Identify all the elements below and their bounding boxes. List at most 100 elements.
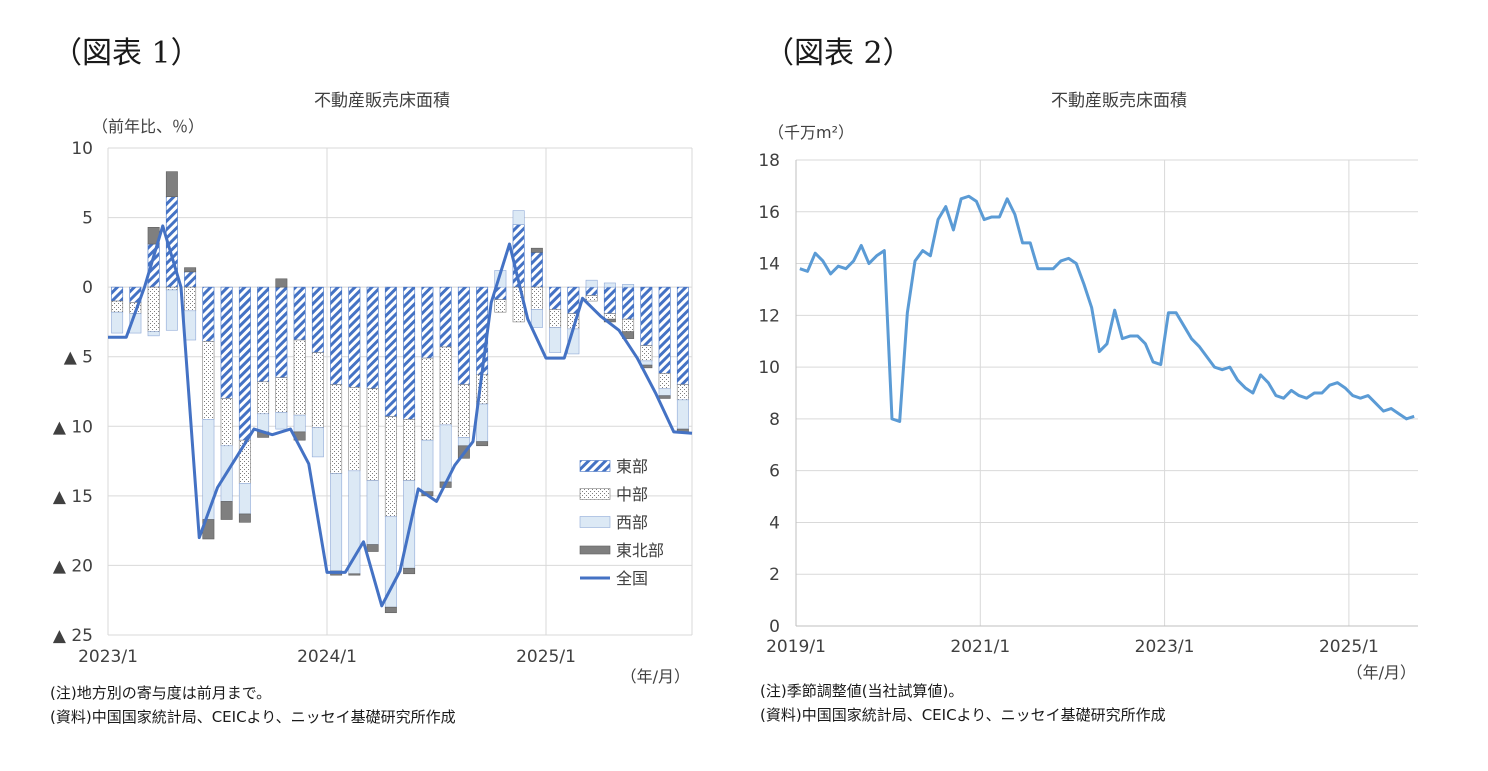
chart2-x-tick-label: 2023/1 [1135,637,1195,657]
chart2-title: 不動産販売床面積 [1051,91,1187,111]
bar-2-14 [366,480,379,545]
chart2-x-tick-label: 2025/1 [1319,637,1379,657]
chart1-x-unit: （年/月） [621,667,690,686]
bar-0-26 [585,286,598,296]
bar-1-19 [457,384,470,438]
bar-0-9 [275,286,288,378]
bar-1-10 [293,339,306,416]
legend-label-3: 東北部 [616,541,664,560]
bar-0-13 [348,286,361,388]
bar-1-14 [366,388,379,481]
chart2-y-tick-label: 6 [769,462,780,482]
chart1-y-unit: （前年比、％） [92,117,204,136]
bar-1-28 [622,318,635,332]
bar-1-18 [439,346,452,426]
chart1-y-tick-label: ▲ 15 [53,487,93,507]
bar-2-19 [457,437,470,447]
bar-0-4 [184,271,197,288]
legend-label-1: 中部 [616,485,648,504]
bar-2-31 [676,399,689,430]
bar-2-24 [549,327,562,353]
bar-1-3 [165,286,178,291]
chart2: 不動産販売床面積 （千万m²） （年/月） 0 2 4 6 8 10 12 14 16 18 2019/1… [758,91,1418,682]
legend-swatch-3 [579,545,611,555]
chart2-x-unit: （年/月） [1347,663,1416,682]
bar-0-7 [238,286,251,441]
bar-1-17 [421,357,434,441]
bar-0-15 [384,286,397,417]
bar-2-7 [238,483,251,515]
bar-2-23 [530,309,543,328]
chart2-y-tick-label: 4 [769,513,780,533]
bar-0-25 [567,286,580,314]
bar-3-7 [238,513,251,523]
chart1-y-tick-label: ▲ 20 [53,556,93,576]
chart2-source: (資料)中国国家統計局、CEICより、ニッセイ基礎研究所作成 [760,706,1166,724]
bar-0-18 [439,286,452,348]
chart2-y-tick-label: 14 [758,255,780,275]
bar-0-12 [330,286,343,385]
bar-1-23 [530,286,543,310]
chart1-source: (資料)中国国家統計局、CEICより、ニッセイ基礎研究所作成 [50,708,456,726]
chart2-y-tick-label: 18 [758,151,780,171]
bar-0-0 [111,286,124,302]
bar-0-5 [202,286,215,342]
bar-3-15 [384,606,397,614]
bar-0-6 [220,286,233,399]
legend-swatch-0 [579,460,611,472]
chart1-y-tick-label: ▲ 5 [64,348,93,368]
bar-0-24 [549,286,562,310]
bar-0-19 [457,286,470,385]
bar-2-12 [330,473,343,572]
bar-2-29 [640,360,653,366]
bar-2-4 [184,310,197,341]
chart1-x-tick-label: 2024/1 [297,647,357,667]
chart2-note: (注)季節調整値(当社試算値)。 [760,682,964,700]
bar-2-0 [111,311,124,334]
bar-2-11 [311,427,324,458]
bar-1-11 [311,352,324,428]
bar-0-8 [257,286,270,383]
bar-0-16 [403,286,416,420]
chart2-y-tick-label: 10 [758,358,780,378]
figure2-label: （図表 2） [764,36,913,71]
bar-1-8 [257,381,270,415]
legend-label-4: 全国 [616,569,648,588]
chart2-y-tick-label: 8 [769,410,780,430]
bar-1-27 [603,313,616,320]
bar-2-22 [512,210,525,225]
bar-1-13 [348,387,361,472]
legend-swatch-2 [579,516,611,528]
bar-0-14 [366,286,379,390]
bar-3-3 [165,171,178,198]
chart1-note: (注)地方別の寄与度は前月まで。 [50,684,272,702]
chart2-x-tick-label: 2021/1 [950,637,1010,657]
bar-1-9 [275,377,288,413]
bar-0-23 [530,252,543,288]
bar-1-5 [202,341,215,420]
bar-3-14 [366,544,379,552]
bar-0-11 [311,286,324,353]
chart1-x-tick-label: 2025/1 [516,647,576,667]
bar-1-2 [147,286,160,332]
bar-0-27 [603,286,616,314]
national-line [108,224,693,608]
legend-label-2: 西部 [616,513,648,532]
chart2-y-tick-label: 16 [758,203,780,223]
legend-label-0: 東部 [616,457,648,476]
bar-1-7 [238,439,251,484]
chart1-x-tick-label: 2023/1 [78,647,138,667]
bar-3-9 [275,278,288,288]
chart1-y-tick-label: ▲ 10 [53,417,93,437]
chart1: 不動産販売床面積 （前年比、％） （年/月） 10 5 0 ▲ 5 ▲ 10 ▲ 15 ▲ 20 ▲… [53,91,693,686]
bar-0-31 [676,286,689,385]
bar-1-29 [640,345,653,362]
bar-2-27 [603,282,616,288]
bar-0-30 [658,286,671,374]
bar-3-6 [220,501,233,520]
bar-2-30 [658,388,671,396]
bar-1-0 [111,300,124,313]
bar-2-3 [165,289,178,331]
figure1-label: （図表 1） [52,36,201,71]
chart1-title: 不動産販売床面積 [314,91,450,111]
